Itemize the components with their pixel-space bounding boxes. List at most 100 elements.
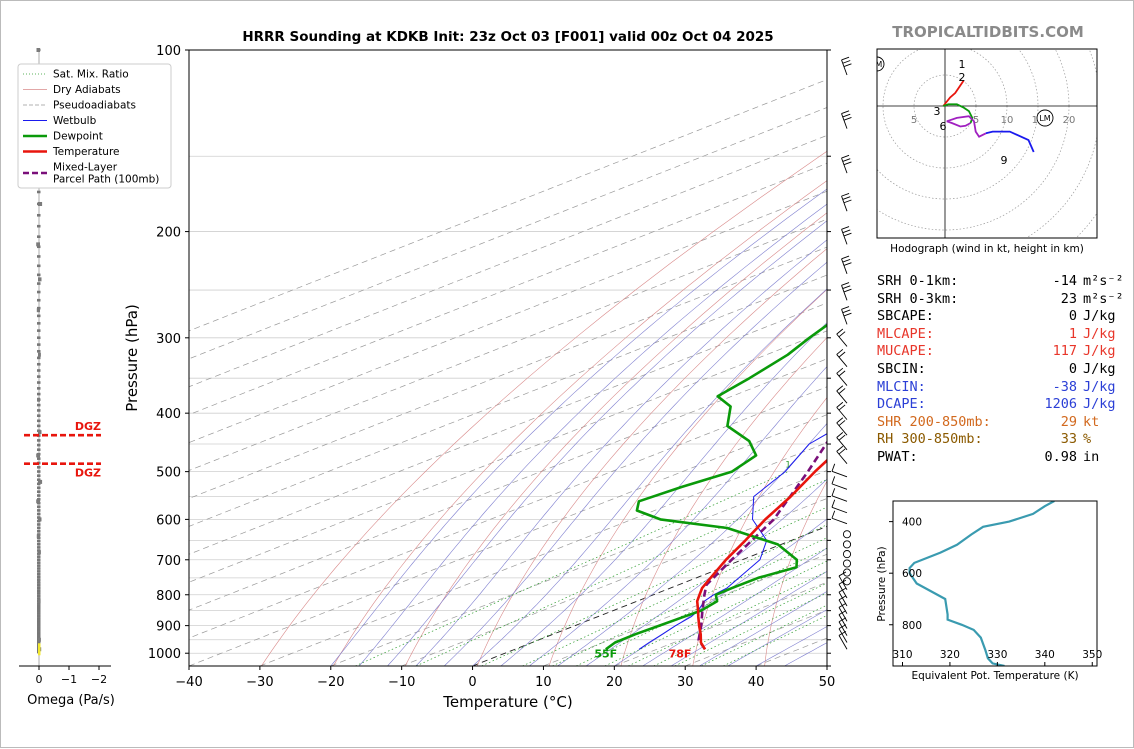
theta-e-x-tick-label: 340 bbox=[1035, 649, 1055, 661]
index-label: SRH 0-3km: bbox=[877, 291, 995, 309]
barb-feather bbox=[839, 449, 845, 454]
theta-e-y-tick-label: 400 bbox=[902, 517, 922, 529]
index-unit: J/kg bbox=[1077, 343, 1116, 361]
omega-tick-label: −1 bbox=[61, 673, 77, 686]
index-unit: m²s⁻² bbox=[1077, 273, 1124, 291]
omega-bar bbox=[37, 622, 41, 625]
barb-feather bbox=[844, 263, 852, 266]
barb-feather bbox=[837, 329, 843, 334]
omega-bar bbox=[37, 513, 41, 516]
omega-bar bbox=[37, 612, 41, 615]
theta-e-x-tick-label: 310 bbox=[892, 649, 912, 661]
omega-bar bbox=[37, 615, 41, 618]
omega-bar bbox=[37, 534, 40, 538]
omega-bar bbox=[37, 466, 41, 469]
barb-feather bbox=[844, 200, 852, 203]
site-watermark: TROPICALTIDBITS.COM bbox=[892, 23, 1084, 41]
index-unit: in bbox=[1077, 449, 1099, 467]
barb-feather bbox=[844, 64, 852, 67]
barb-feather bbox=[837, 418, 843, 423]
barb-feather bbox=[832, 511, 835, 519]
omega-bar bbox=[36, 453, 40, 457]
barb-feather bbox=[842, 283, 850, 286]
omega-bar bbox=[37, 308, 40, 312]
omega-bar bbox=[37, 274, 41, 277]
barb-staff bbox=[837, 438, 847, 450]
wind-barbs bbox=[832, 57, 851, 649]
omega-bar bbox=[37, 282, 41, 285]
barb-feather bbox=[839, 588, 846, 592]
hodograph-height-label: 2 bbox=[959, 71, 966, 84]
barb-staff bbox=[837, 334, 847, 346]
barb-feather bbox=[839, 405, 845, 410]
barb-feather bbox=[842, 111, 850, 114]
index-value: -38 bbox=[995, 379, 1077, 397]
index-unit: J/kg bbox=[1077, 308, 1116, 326]
x-tick-label: −20 bbox=[317, 675, 344, 690]
index-value: 0 bbox=[995, 361, 1077, 379]
omega-bar bbox=[37, 607, 41, 610]
barb-feather bbox=[844, 162, 852, 165]
index-label: RH 300-850mb: bbox=[877, 431, 995, 449]
theta-e-x-tick-label: 350 bbox=[1082, 649, 1102, 661]
omega-bar bbox=[37, 567, 41, 570]
wind-barb bbox=[832, 476, 847, 489]
wind-barb bbox=[842, 193, 852, 211]
barb-feather bbox=[832, 464, 835, 472]
omega-bar bbox=[37, 191, 41, 194]
dgz-label: DGZ bbox=[75, 420, 101, 433]
omega-bar bbox=[37, 592, 41, 595]
wind-barb bbox=[842, 227, 852, 245]
wind-barb bbox=[843, 560, 850, 567]
omega-bar bbox=[37, 564, 41, 567]
omega-bar bbox=[37, 490, 41, 493]
omega-bar bbox=[38, 480, 42, 484]
legend-label: Parcel Path (100mb) bbox=[53, 174, 159, 186]
index-value: 1206 bbox=[995, 396, 1077, 414]
index-label: MLCIN: bbox=[877, 379, 995, 397]
omega-bar bbox=[37, 336, 41, 339]
omega-bar bbox=[37, 494, 41, 497]
omega-tick-label: −2 bbox=[91, 673, 107, 686]
hodograph-ring-label: 5 bbox=[911, 115, 917, 126]
barb-feather bbox=[839, 596, 846, 600]
omega-bar bbox=[37, 393, 41, 396]
omega-bar bbox=[37, 214, 41, 217]
barb-feather bbox=[842, 256, 850, 259]
omega-bar bbox=[36, 499, 40, 503]
omega-bar bbox=[37, 546, 41, 549]
barb-feather bbox=[832, 500, 835, 508]
omega-bar bbox=[37, 369, 41, 372]
barb-feather bbox=[843, 310, 851, 313]
x-axis-label: Temperature (°C) bbox=[442, 693, 572, 711]
index-value: 29 bbox=[995, 414, 1077, 432]
index-label: SRH 0-1km: bbox=[877, 273, 995, 291]
barb-feather bbox=[842, 227, 850, 230]
barb-feather bbox=[843, 61, 851, 64]
barb-feather bbox=[844, 233, 852, 236]
omega-bar bbox=[37, 605, 41, 608]
wind-barb bbox=[843, 541, 850, 548]
omega-bar bbox=[37, 387, 41, 390]
theta-e-y-tick-label: 800 bbox=[902, 620, 922, 632]
omega-bar bbox=[37, 343, 41, 346]
pseudoadiabat bbox=[416, 156, 936, 666]
omega-bar bbox=[38, 277, 42, 281]
omega-bar bbox=[37, 540, 41, 543]
wind-barb bbox=[837, 446, 847, 463]
hodograph-trace bbox=[947, 121, 971, 126]
wind-barb bbox=[837, 349, 847, 366]
omega-bar bbox=[37, 505, 41, 508]
chart-title: HRRR Sounding at KDKB Init: 23z Oct 03 [… bbox=[242, 29, 773, 45]
barb-feather bbox=[839, 352, 845, 357]
omega-bar bbox=[37, 470, 41, 473]
omega-bar bbox=[37, 624, 41, 627]
omega-bar bbox=[37, 561, 41, 564]
hodograph-trace bbox=[943, 80, 964, 106]
omega-bar bbox=[37, 573, 41, 576]
wind-barb bbox=[842, 155, 852, 173]
